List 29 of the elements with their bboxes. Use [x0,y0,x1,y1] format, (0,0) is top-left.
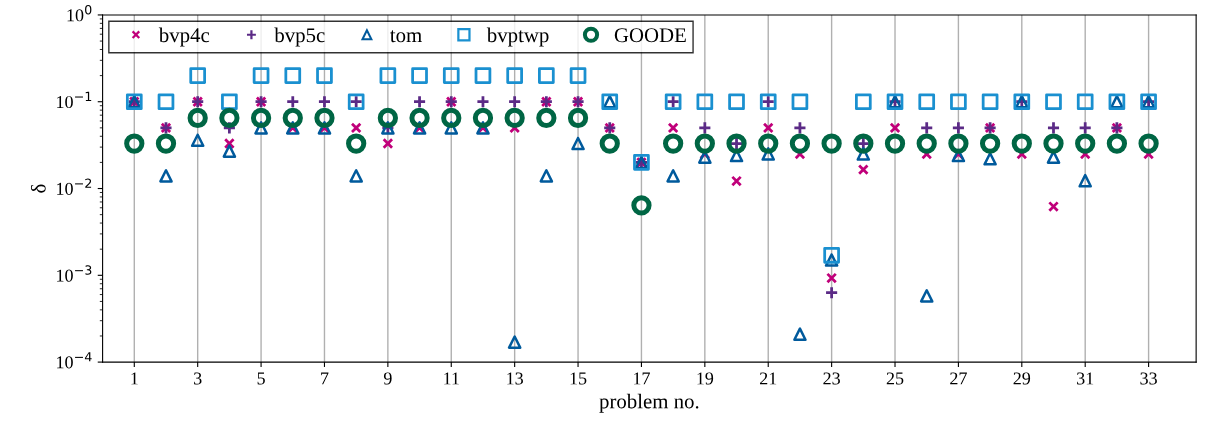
x-tick-label: 25 [886,372,904,385]
y-tick-label: 10$^{−1}$ [57,91,92,109]
x-tick-label: 3 [194,372,202,385]
y-tick-label: 10$^{−4}$ [57,352,92,369]
x-tick-label: 19 [697,372,714,385]
x-tick-label: 7 [321,372,329,385]
x-tick-label: 21 [759,372,777,385]
x-tick-label: 13 [507,372,523,385]
x-tick-label: 1 [131,372,138,385]
y-tick-label: 10$^{0}$ [67,4,92,22]
legend-label: GOODE [614,28,686,43]
legend-label: bvp4c [158,27,210,47]
x-tick-label: 9 [383,372,392,385]
x-tick-label: 31 [1077,372,1094,385]
x-tick-label: 33 [1140,372,1157,385]
legend-label: bvp5c [274,27,325,47]
x-tick-label: 29 [1013,372,1031,385]
y-tick-label: 10$^{−3}$ [57,265,92,282]
x-tick-label: 11 [444,372,459,385]
legend-label: bvptwp [486,27,549,47]
x-tick-label: 27 [950,372,967,385]
y-axis-title: δ [30,184,46,193]
y-tick-label: 10$^{−2}$ [57,178,92,195]
x-tick-label: 5 [257,372,265,385]
x-tick-label: 15 [570,372,587,385]
legend-label: tom [390,30,422,43]
x-axis-title: problem no. [599,393,699,413]
x-tick-label: 17 [634,372,650,385]
x-tick-label: 23 [823,372,840,385]
